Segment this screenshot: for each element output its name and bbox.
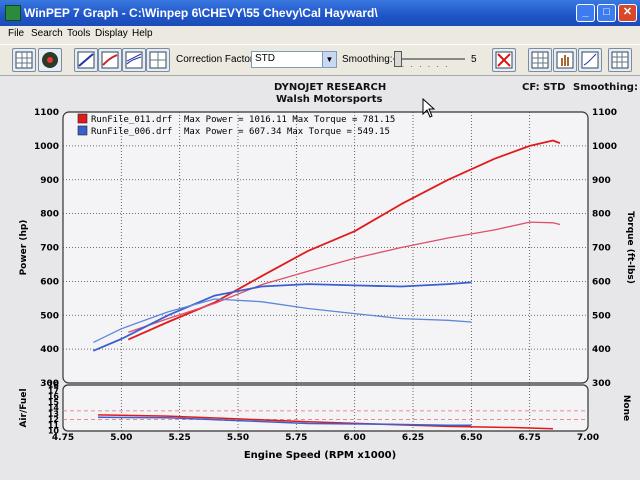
afr-axis-label: Air/Fuel <box>19 388 29 427</box>
x-tick-label: 7.00 <box>577 433 599 443</box>
y-right-tick-label: 700 <box>592 244 611 254</box>
y-left-tick-label: 1100 <box>34 108 59 118</box>
y-right-tick-label: 1100 <box>592 108 617 118</box>
y-right-tick-label: 500 <box>592 311 611 321</box>
title-bar: WinPEP 7 Graph - C:\Winpep 6\CHEVY\55 Ch… <box>0 0 640 26</box>
y-left-tick-label: 300 <box>40 379 59 389</box>
x-axis-label: Engine Speed (RPM x1000) <box>244 450 396 461</box>
menu-search[interactable]: Search <box>31 28 63 39</box>
y-left-tick-label: 900 <box>40 176 59 186</box>
smoothing-label: Smoothing: <box>342 54 393 65</box>
zoom-graph-icon[interactable] <box>74 48 98 72</box>
y-right-tick-label: 800 <box>592 210 611 220</box>
series-line-torque <box>128 221 561 333</box>
company-title: DYNOJET RESEARCH <box>274 82 387 93</box>
afr-tick-label: 10 <box>48 427 60 436</box>
series-line-torque <box>93 298 472 343</box>
y-right-tick-label: 400 <box>592 345 611 355</box>
x-tick-label: 4.75 <box>52 433 74 443</box>
x-tick-label: 6.25 <box>402 433 424 443</box>
main-plot: 4.75 5.00 5.25 5.50 5.75 6.00 6.25 6.50 6.75 7.00… <box>19 108 635 461</box>
compare-graph-icon[interactable] <box>122 48 146 72</box>
menu-display[interactable]: Display <box>95 28 128 39</box>
legend-swatch <box>77 125 88 136</box>
menu-help[interactable]: Help <box>132 28 153 39</box>
graph-options-icon[interactable] <box>528 48 552 72</box>
afr-series-line <box>97 414 554 430</box>
maximize-button[interactable]: □ <box>597 4 616 22</box>
smoothing-value: 5 <box>471 54 477 65</box>
menu-bar: File Search Tools Display Help <box>0 26 640 42</box>
grid-toggle-icon[interactable] <box>608 48 632 72</box>
legend-swatch <box>77 113 88 124</box>
y-right-tick-label: 1000 <box>592 142 617 152</box>
print-graph-icon[interactable] <box>578 48 602 72</box>
toolbar: Correction Factor: STD ▼ Smoothing: ····… <box>0 44 640 76</box>
graph-grid-icon[interactable] <box>12 48 36 72</box>
legend-file: RunFile_006.drf <box>91 127 172 137</box>
y-left-tick-label: 400 <box>40 345 59 355</box>
afr-right-axis-label: None <box>621 395 631 421</box>
x-tick-label: 6.50 <box>460 433 482 443</box>
x-tick-label: 6.75 <box>519 433 541 443</box>
x-tick-label: 5.75 <box>285 433 307 443</box>
menu-file[interactable]: File <box>8 28 25 39</box>
y-right-tick-label: 600 <box>592 277 611 287</box>
afr-tick-label: 14 <box>48 404 60 413</box>
afr-tick-label: 16 <box>48 392 60 401</box>
x-tick-label: 5.25 <box>169 433 191 443</box>
minimize-button[interactable]: _ <box>576 4 595 22</box>
dyno-chart: 4.75 5.00 5.25 5.50 5.75 6.00 6.25 6.50 6.75 7.00… <box>19 108 635 461</box>
smoothing-status: Smoothing: 5 <box>573 82 640 93</box>
cf-status: CF: STD <box>522 82 566 93</box>
multi-graph-icon[interactable] <box>146 48 170 72</box>
remove-run-icon[interactable] <box>492 48 516 72</box>
window-title: WinPEP 7 Graph - C:\Winpep 6\CHEVY\55 Ch… <box>24 6 378 20</box>
correction-factor-select[interactable]: STD ▼ <box>251 51 337 68</box>
y-right-tick-label: 300 <box>592 379 611 389</box>
y-left-tick-label: 500 <box>40 311 59 321</box>
afr-series-line <box>97 416 472 427</box>
afr-tick-label: 13 <box>48 409 59 418</box>
afr-tick-label: 12 <box>48 415 59 424</box>
legend-stats: Max Power = 607.34 Max Torque = 549.15 <box>184 127 390 137</box>
y-left-tick-label: 700 <box>40 244 59 254</box>
close-button[interactable]: ✕ <box>618 4 637 22</box>
x-tick-label: 5.00 <box>110 433 132 443</box>
chevron-down-icon[interactable]: ▼ <box>322 52 336 67</box>
shop-title: Walsh Motorsports <box>276 94 383 105</box>
y-left-axis-label: Power (hp) <box>19 220 29 276</box>
afr-tick-label: 17 <box>48 386 59 395</box>
app-icon <box>5 5 21 21</box>
afr-tick-label: 11 <box>48 421 60 430</box>
overlay-graph-icon[interactable] <box>98 48 122 72</box>
dyno-gauge-icon[interactable] <box>38 48 62 72</box>
x-tick-label: 6.00 <box>344 433 366 443</box>
correction-factor-value: STD <box>255 53 275 64</box>
correction-factor-label: Correction Factor: <box>176 54 257 65</box>
afr-tick-label: 15 <box>48 398 60 407</box>
legend-stats: Max Power = 1016.11 Max Torque = 781.15 <box>184 115 395 125</box>
slider-track <box>393 58 465 60</box>
x-tick-label: 5.50 <box>227 433 249 443</box>
slider-ticks: ······· <box>393 62 454 71</box>
smoothing-slider[interactable]: ······· <box>393 51 465 71</box>
afr-tick-label: 18 <box>48 381 60 390</box>
y-left-tick-label: 1000 <box>34 142 59 152</box>
mouse-cursor-icon <box>422 98 436 118</box>
y-right-tick-label: 900 <box>592 176 611 186</box>
hand-pan-icon[interactable] <box>553 48 577 72</box>
legend-file: RunFile_011.drf <box>91 115 172 125</box>
y-left-tick-label: 800 <box>40 210 59 220</box>
y-right-axis-label: Torque (ft-lbs) <box>625 211 635 284</box>
menu-tools[interactable]: Tools <box>67 28 91 39</box>
slider-thumb[interactable] <box>394 51 402 67</box>
series-line-power <box>92 281 472 352</box>
y-left-tick-label: 600 <box>40 277 59 287</box>
